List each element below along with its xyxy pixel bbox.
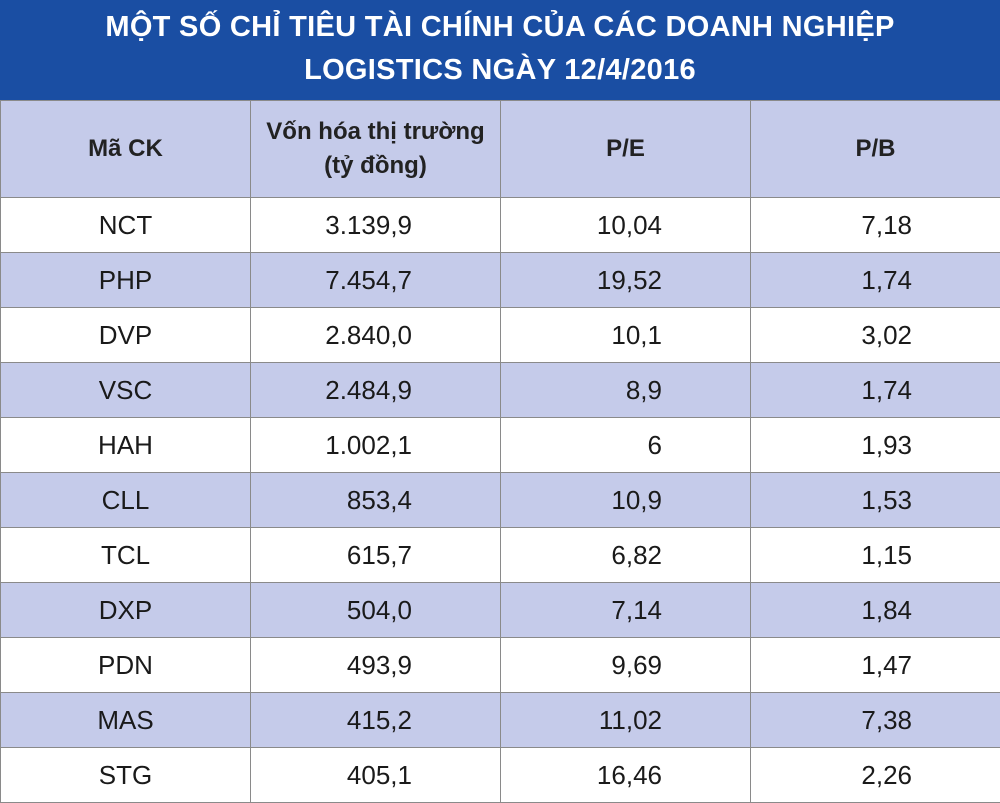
- table-row: NCT 3.139,9 10,04 7,18: [1, 198, 1000, 253]
- cell-market-cap: 615,7: [251, 528, 501, 583]
- cell-pe: 8,9: [501, 363, 751, 418]
- header-market-cap-line-2: (tỷ đồng): [251, 149, 500, 183]
- header-code: Mã CK: [1, 101, 251, 198]
- cell-pb: 1,93: [751, 418, 1000, 473]
- cell-pe: 10,9: [501, 473, 751, 528]
- cell-pb: 3,02: [751, 308, 1000, 363]
- cell-market-cap: 504,0: [251, 583, 501, 638]
- cell-pb: 2,26: [751, 748, 1000, 803]
- header-pb: P/B: [751, 101, 1000, 198]
- cell-code: PHP: [1, 253, 251, 308]
- cell-pb: 7,18: [751, 198, 1000, 253]
- cell-pe: 9,69: [501, 638, 751, 693]
- cell-pe: 16,46: [501, 748, 751, 803]
- header-market-cap: Vốn hóa thị trường (tỷ đồng): [251, 101, 501, 198]
- cell-pb: 7,38: [751, 693, 1000, 748]
- header-pe: P/E: [501, 101, 751, 198]
- cell-pe: 11,02: [501, 693, 751, 748]
- cell-pe: 19,52: [501, 253, 751, 308]
- cell-pe: 6: [501, 418, 751, 473]
- header-market-cap-line-1: Vốn hóa thị trường: [251, 115, 500, 149]
- cell-code: NCT: [1, 198, 251, 253]
- cell-pb: 1,74: [751, 363, 1000, 418]
- cell-pe: 6,82: [501, 528, 751, 583]
- cell-market-cap: 2.484,9: [251, 363, 501, 418]
- table-row: VSC 2.484,9 8,9 1,74: [1, 363, 1000, 418]
- table-row: PDN 493,9 9,69 1,47: [1, 638, 1000, 693]
- cell-pe: 7,14: [501, 583, 751, 638]
- cell-market-cap: 415,2: [251, 693, 501, 748]
- table-title: MỘT SỐ CHỈ TIÊU TÀI CHÍNH CỦA CÁC DOANH …: [0, 0, 1000, 100]
- cell-code: TCL: [1, 528, 251, 583]
- cell-code: DXP: [1, 583, 251, 638]
- table-row: DXP 504,0 7,14 1,84: [1, 583, 1000, 638]
- cell-market-cap: 1.002,1: [251, 418, 501, 473]
- cell-code: VSC: [1, 363, 251, 418]
- title-line-1: MỘT SỐ CHỈ TIÊU TÀI CHÍNH CỦA CÁC DOANH …: [0, 6, 1000, 49]
- cell-market-cap: 3.139,9: [251, 198, 501, 253]
- table-row: STG 405,1 16,46 2,26: [1, 748, 1000, 803]
- cell-pb: 1,84: [751, 583, 1000, 638]
- table-row: MAS 415,2 11,02 7,38: [1, 693, 1000, 748]
- header-row: Mã CK Vốn hóa thị trường (tỷ đồng) P/E P…: [1, 101, 1000, 198]
- cell-pb: 1,15: [751, 528, 1000, 583]
- cell-market-cap: 2.840,0: [251, 308, 501, 363]
- cell-pb: 1,47: [751, 638, 1000, 693]
- table-row: HAH 1.002,1 6 1,93: [1, 418, 1000, 473]
- cell-market-cap: 405,1: [251, 748, 501, 803]
- cell-market-cap: 7.454,7: [251, 253, 501, 308]
- cell-pe: 10,1: [501, 308, 751, 363]
- cell-code: HAH: [1, 418, 251, 473]
- cell-pb: 1,53: [751, 473, 1000, 528]
- cell-code: STG: [1, 748, 251, 803]
- table-row: TCL 615,7 6,82 1,15: [1, 528, 1000, 583]
- cell-pb: 1,74: [751, 253, 1000, 308]
- title-line-2: LOGISTICS NGÀY 12/4/2016: [0, 49, 1000, 92]
- cell-code: DVP: [1, 308, 251, 363]
- table-row: CLL 853,4 10,9 1,53: [1, 473, 1000, 528]
- table-row: PHP 7.454,7 19,52 1,74: [1, 253, 1000, 308]
- cell-pe: 10,04: [501, 198, 751, 253]
- cell-code: MAS: [1, 693, 251, 748]
- cell-market-cap: 493,9: [251, 638, 501, 693]
- cell-market-cap: 853,4: [251, 473, 501, 528]
- table-row: DVP 2.840,0 10,1 3,02: [1, 308, 1000, 363]
- financial-indicators-table: Mã CK Vốn hóa thị trường (tỷ đồng) P/E P…: [0, 100, 1000, 803]
- cell-code: PDN: [1, 638, 251, 693]
- cell-code: CLL: [1, 473, 251, 528]
